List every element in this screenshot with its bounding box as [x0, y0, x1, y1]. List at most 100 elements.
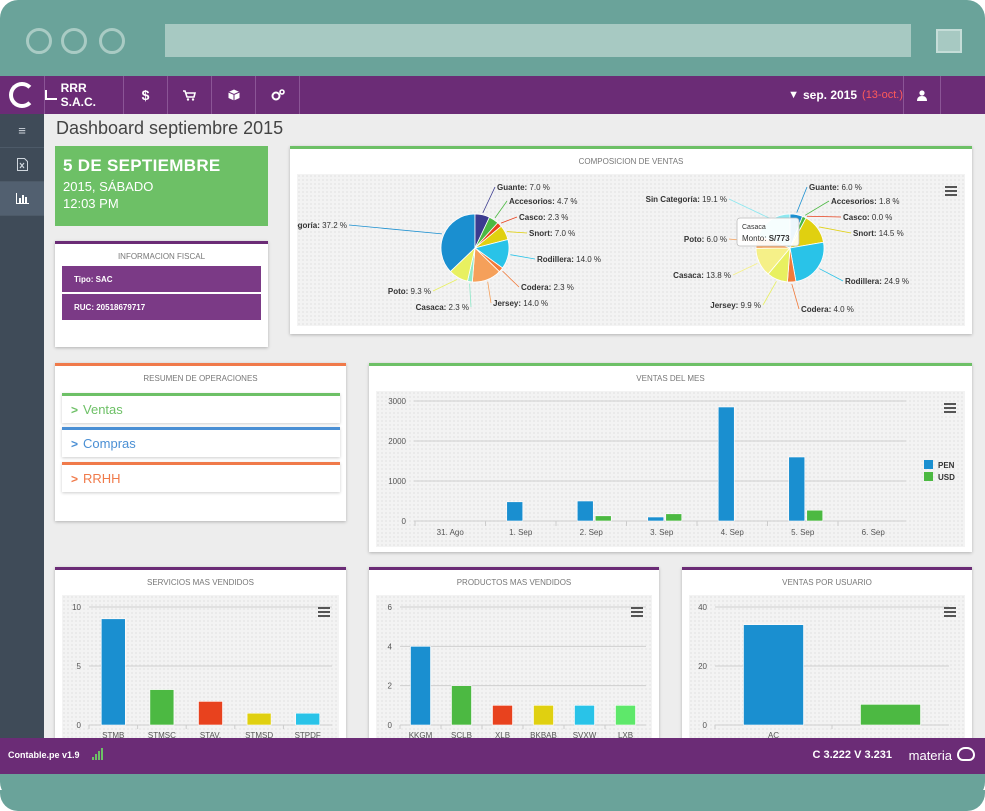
pie-connector [487, 281, 492, 304]
y-tick-label: 6 [388, 603, 393, 612]
date-card: 5 DE SEPTIEMBRE 2015, SÁBADO 12:03 PM [55, 146, 268, 226]
period-label: sep. 2015 [802, 88, 858, 102]
operation-rrhh[interactable]: > RRHH [62, 462, 340, 492]
x-tick-label: SCLB [451, 731, 472, 740]
pie-label: Sin Categoría: 19.1 % [646, 195, 727, 204]
bar [717, 406, 735, 522]
app-window: RRR S.A.C. $ ▼ sep. 2015 (13-oct.) ≡ D [0, 76, 985, 774]
productos-title: PRODUCTOS MAS VENDIDOS [456, 578, 572, 587]
productos-chart-area: 0 2 4 6 KKGM SCLB XLB BKBAB SVXW LXB [376, 595, 652, 745]
excel-file-icon[interactable] [0, 148, 44, 182]
composicion-title: COMPOSICION DE VENTAS [578, 157, 684, 166]
chart-menu-icon[interactable] [944, 607, 956, 617]
pie-label: Rodillera: 24.9 % [845, 277, 909, 286]
cloud-icon [957, 747, 975, 761]
bar [410, 646, 431, 726]
x-tick-label: AC [768, 731, 779, 740]
period-filter[interactable]: ▼ sep. 2015 (13-oct.) [788, 76, 903, 114]
chart-menu-icon[interactable] [318, 607, 330, 617]
bar [615, 705, 636, 726]
company-selector[interactable]: RRR S.A.C. [44, 76, 123, 114]
usuarios-card: VENTAS POR USUARIO 0 20 40 AC [682, 567, 972, 747]
contable-logo-icon[interactable] [0, 76, 44, 114]
sidebar: ≡ [0, 114, 44, 738]
chevron-right-icon: > [71, 471, 79, 486]
address-bar[interactable] [165, 24, 911, 57]
bar [665, 513, 683, 522]
fiscal-title: INFORMACION FISCAL [117, 252, 206, 261]
pie-label: Guante: 6.0 % [809, 183, 862, 192]
operaciones-title: RESUMEN DE OPERACIONES [143, 374, 258, 383]
x-tick-label: 31. Ago [437, 528, 465, 537]
y-tick-label: 10 [72, 603, 81, 612]
bar [860, 704, 921, 726]
box-icon[interactable] [211, 76, 255, 114]
bar [806, 509, 824, 522]
pie-connector [510, 254, 536, 260]
chart-menu-icon[interactable] [945, 186, 957, 196]
fiscal-card: INFORMACION FISCAL Tipo: SAC RUC: 205186… [55, 241, 268, 347]
usuarios-chart-area: 0 20 40 AC [689, 595, 965, 745]
pie-connector [819, 226, 852, 234]
legend-label: PEN [938, 461, 955, 470]
chart-menu-icon[interactable] [944, 403, 956, 413]
pie-connector [819, 268, 844, 282]
chart-menu-icon[interactable] [631, 607, 643, 617]
signal-icon [92, 748, 103, 760]
pie-label: Rodillera: 14.0 % [537, 255, 601, 264]
pie-label: Casaca: 13.8 % [673, 271, 731, 280]
pie-label: Poto: 9.3 % [388, 287, 431, 296]
pie-label: Accesorios: 1.8 % [831, 197, 899, 206]
x-tick-label: 5. Sep [791, 528, 815, 537]
browser-frame-bottom [0, 790, 985, 811]
pie-label: Snort: 7.0 % [529, 229, 575, 238]
x-tick-label: STMB [102, 731, 124, 740]
pie-label: Snort: 14.5 % [853, 229, 904, 238]
brand-name[interactable]: materia [908, 748, 952, 763]
composicion-card: COMPOSICION DE VENTAS Sin Categoría: 37.… [266, 146, 972, 334]
pie-label: Casco: 2.3 % [519, 213, 568, 222]
pie-connector [502, 270, 520, 288]
pie-connector [732, 262, 758, 276]
operation-compras[interactable]: > Compras [62, 427, 340, 457]
date-day: 5 DE SEPTIEMBRE [63, 156, 221, 175]
y-tick-label: 5 [77, 662, 82, 671]
y-tick-label: 0 [402, 517, 407, 526]
company-name: RRR S.A.C. [60, 81, 96, 109]
pie-label: Casco: 0.0 % [843, 213, 892, 222]
x-tick-label: LXB [618, 731, 633, 740]
x-tick-label: 4. Sep [721, 528, 745, 537]
y-tick-label: 1000 [388, 477, 406, 486]
composicion-chart-area: Sin Categoría: 37.2 % Guante: 7.0 % Acceso… [266, 174, 965, 326]
window-dot-icon[interactable] [99, 28, 125, 54]
pie-connector [494, 200, 508, 219]
bar-chart-icon [45, 90, 57, 100]
pie-label: Casaca: 2.3 % [416, 303, 469, 312]
filter-icon: ▼ [788, 89, 799, 101]
user-icon[interactable] [903, 76, 941, 114]
x-tick-label: STAV. [200, 731, 221, 740]
pie-connector [806, 215, 842, 218]
pie-label: Guante: 7.0 % [497, 183, 550, 192]
servicios-title: SERVICIOS MAS VENDIDOS [147, 578, 254, 587]
window-button[interactable] [936, 29, 962, 53]
ventas-mes-chart-area: 0 1000 2000 3000 31. Ago 1. Sep 2. Sep 3. Sep 4.… [376, 391, 965, 547]
y-tick-label: 0 [388, 721, 393, 730]
operation-ventas[interactable]: > Ventas [62, 393, 340, 423]
pie-connector [500, 216, 518, 224]
bar [506, 501, 524, 522]
chart-icon[interactable] [0, 182, 44, 216]
bar [743, 624, 804, 726]
productos-card: PRODUCTOS MAS VENDIDOS 0 2 4 6 KKGM SCLB XLB BK… [369, 567, 659, 747]
window-dot-icon[interactable] [61, 28, 87, 54]
menu-icon[interactable]: ≡ [0, 114, 44, 148]
operaciones-card: RESUMEN DE OPERACIONES > Ventas > Compra… [55, 363, 346, 521]
pie-connector [791, 283, 800, 310]
cart-icon[interactable] [167, 76, 211, 114]
operation-label: Compras [83, 436, 136, 451]
top-navbar: RRR S.A.C. $ ▼ sep. 2015 (13-oct.) [0, 76, 985, 114]
window-dot-icon[interactable] [26, 28, 52, 54]
x-tick-label: 2. Sep [580, 528, 604, 537]
dollar-icon[interactable]: $ [123, 76, 167, 114]
gears-icon[interactable] [255, 76, 299, 114]
